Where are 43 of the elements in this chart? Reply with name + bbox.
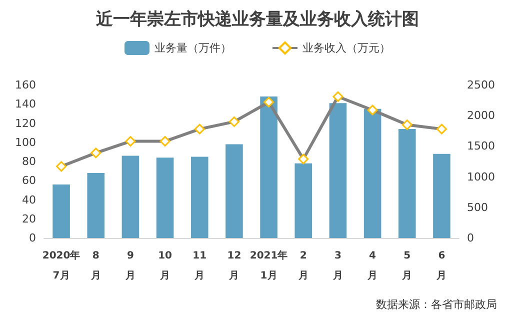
y-tick-label: 20 (22, 212, 36, 226)
legend-label: 业务收入（万元） (302, 42, 390, 54)
x-tick-label: 2020年 7月 (42, 250, 80, 282)
bar (190, 156, 208, 238)
y-tick-label: 80 (22, 155, 36, 168)
bar (329, 103, 347, 238)
y-tick-label: 120 (15, 116, 36, 130)
bar (364, 108, 382, 238)
x-tick-label: 2 月 (297, 250, 308, 282)
bar (52, 184, 70, 238)
x-tick-label: 4 月 (366, 250, 378, 282)
x-tick-label: 2021年 1月 (250, 250, 288, 282)
y2-tick-label: 2000 (467, 109, 495, 122)
y-tick-label: 40 (22, 193, 36, 206)
y-tick-label: 140 (15, 98, 36, 111)
bar (156, 158, 174, 238)
x-tick-label: 11 月 (192, 250, 207, 282)
x-tick-label: 5 月 (401, 250, 412, 282)
x-tick-label: 10 月 (158, 250, 172, 282)
y-tick-label: 0 (29, 232, 36, 244)
x-tick-label: 3 月 (332, 250, 343, 282)
y-tick-label: 100 (15, 136, 36, 149)
bar (294, 163, 312, 238)
legend-label: 业务量（万件） (154, 42, 232, 54)
y2-tick-label: 2500 (467, 78, 495, 92)
bar (122, 156, 140, 238)
chart-title: 近一年崇左市快递业务量及业务收入统计图 (95, 10, 419, 30)
y2-tick-label: 0 (467, 232, 474, 244)
y2-tick-label: 1000 (467, 170, 495, 184)
bar (226, 144, 243, 238)
bar (87, 172, 105, 238)
x-tick-label: 9 月 (124, 250, 136, 282)
bar (433, 154, 450, 238)
y2-tick-label: 1500 (467, 140, 495, 153)
x-tick-label: 6 月 (436, 250, 447, 282)
y2-tick-label: 500 (467, 200, 488, 214)
source-note: 数据来源：各省市邮政局 (376, 298, 497, 311)
x-tick-label: 12 月 (227, 250, 242, 282)
y-tick-label: 60 (22, 174, 36, 188)
bar (260, 96, 278, 238)
bar (398, 128, 416, 238)
x-tick-label: 8 月 (90, 250, 101, 282)
y-tick-label: 160 (15, 78, 36, 92)
